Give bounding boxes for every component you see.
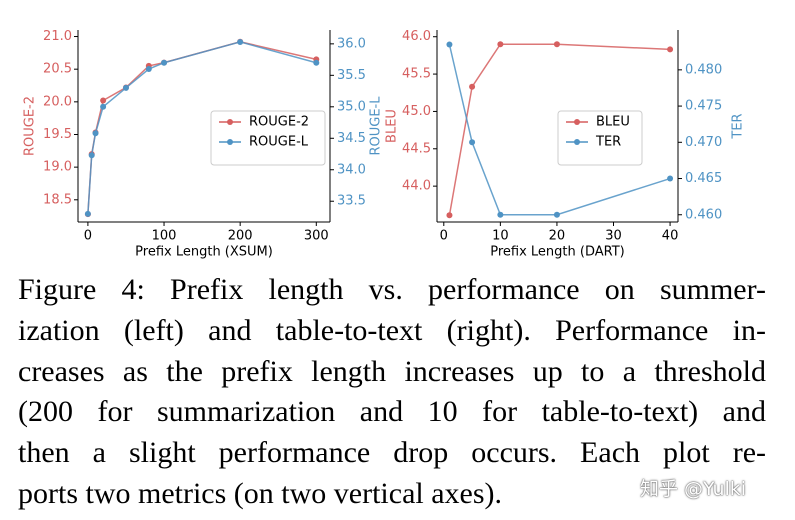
caption-line: then a slight performance drop occurs. E… [18,436,766,470]
legend-label: TER [595,135,621,150]
y2-tick-label: 34.0 [337,162,366,177]
data-point [446,41,453,48]
data-point [553,211,560,218]
y2-tick-label: 34.5 [337,131,366,146]
y2-tick-label: 0.460 [685,207,722,222]
data-point [553,41,560,48]
data-point [313,59,320,66]
data-point [122,84,129,91]
data-point [497,211,504,218]
data-point [469,139,476,146]
x-tick-label: 200 [228,229,253,244]
y2-tick-label: 0.480 [685,62,722,77]
legend-label: BLEU [596,115,630,130]
x-tick-label: 0 [84,229,92,244]
data-point [88,152,95,159]
y-tick-label: 18.5 [43,192,72,207]
y2-tick-label: 36.0 [337,36,366,51]
y-axis-label: ROUGE-2 [23,96,38,156]
x-tick-label: 100 [152,229,177,244]
legend-box [557,110,643,166]
data-point [237,38,244,45]
y-tick-label: 45.0 [402,104,431,119]
y-tick-label: 21.0 [43,29,72,44]
y-tick-label: 19.5 [43,127,72,142]
y2-tick-label: 35.0 [337,99,366,114]
y2-tick-label: 0.475 [685,99,722,114]
data-point [667,175,674,182]
data-point [100,97,107,104]
legend-label: ROUGE-L [249,135,309,150]
y2-tick-label: 33.5 [337,194,366,209]
y-tick-label: 44.5 [402,141,431,156]
legend-label: ROUGE-2 [249,115,309,130]
legend-marker [574,139,580,145]
legend-marker [227,119,233,125]
legend-box [210,110,326,166]
x-tick-label: 20 [549,229,566,244]
y-tick-label: 19.0 [43,160,72,175]
y2-tick-label: 0.470 [685,135,722,150]
x-tick-label: 10 [492,229,509,244]
data-point [469,83,476,90]
y-tick-label: 20.0 [43,94,72,109]
y2-axis-label: ROUGE-L [369,96,384,156]
figure: 0 100 200 30018.519.019.520.020.521.033.534… [23,29,746,260]
caption-line: ports two metrics (on two vertical axes)… [18,476,503,510]
data-point [497,41,504,48]
caption-line: (200 for summarization and 10 for table-… [18,395,766,429]
y-axis-label: BLEU [385,109,400,143]
y2-tick-label: 0.465 [685,171,722,186]
watermark: 知乎 @Yulki [640,478,747,500]
y2-axis-label: TER [731,113,746,139]
y-tick-label: 45.5 [402,67,431,82]
data-point [84,210,91,217]
data-point [145,66,152,73]
y-tick-label: 46.0 [402,29,431,44]
x-tick-label: 30 [605,229,622,244]
x-tick-label: 300 [304,229,329,244]
caption-line: creases as the prefix length increases u… [18,354,766,388]
legend-marker [574,119,580,125]
y-tick-label: 20.5 [43,62,72,77]
data-point [161,59,168,66]
caption-line: ization (left) and table-to-text (right)… [18,313,766,347]
y2-tick-label: 35.5 [337,68,366,83]
data-point [446,212,453,219]
x-axis-label: Prefix Length (DART) [490,245,625,260]
data-point [92,130,99,137]
data-point [667,46,674,53]
data-point [100,103,107,110]
x-tick-label: 0 [440,229,448,244]
x-axis-label: Prefix Length (XSUM) [135,245,273,260]
x-tick-label: 40 [662,229,679,244]
caption: Figure 4: Prefix length vs. performance … [18,270,766,515]
y-tick-label: 44.0 [402,179,431,194]
legend-marker [227,139,233,145]
caption-line: Figure 4: Prefix length vs. performance … [18,273,766,306]
